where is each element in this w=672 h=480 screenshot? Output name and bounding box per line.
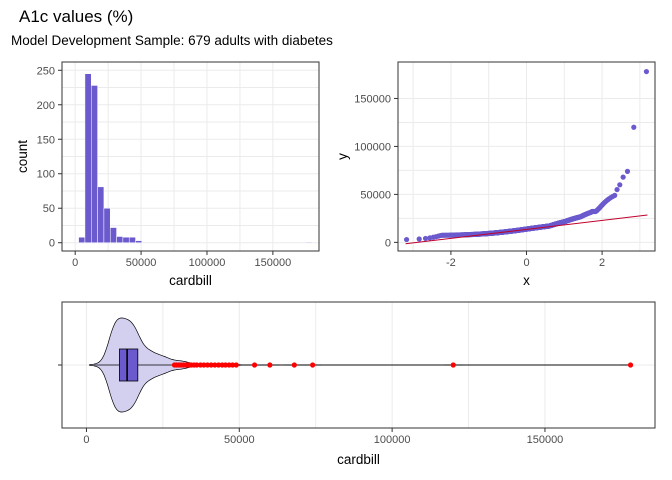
histogram-bar <box>91 85 98 243</box>
boxplot-outlier <box>291 362 297 368</box>
qq-point <box>422 235 429 242</box>
histogram-bar <box>109 227 117 243</box>
qq-x-label: x <box>523 273 530 288</box>
qq-x-tick-label: -2 <box>446 257 456 269</box>
chart-subtitle: Model Development Sample: 679 adults wit… <box>11 33 333 48</box>
boxplot-box <box>119 348 139 382</box>
histogram-y-label: count <box>15 140 30 173</box>
boxplot-outlier <box>208 362 214 368</box>
boxplot-outlier <box>212 362 218 368</box>
boxplot-outlier <box>627 362 634 368</box>
histogram-bar <box>84 73 92 243</box>
boxplot-outlier <box>233 362 239 368</box>
histogram-y-tick-label: 100 <box>37 169 55 181</box>
qq-point <box>612 192 618 198</box>
boxplot-x-ticks: 0 50000 100000 150000 <box>83 428 563 446</box>
qq-point <box>631 124 637 130</box>
boxplot-outlier <box>201 362 207 368</box>
qq-y-tick-label: 50000 <box>360 189 391 201</box>
histogram-bar <box>305 241 313 243</box>
qq-point <box>617 182 623 188</box>
boxplot-outlier <box>194 362 200 368</box>
qq-y-tick-label: 0 <box>385 237 391 249</box>
qq-x-tick-label: 0 <box>523 257 529 269</box>
histogram-x-tick-label: 100000 <box>189 257 226 269</box>
histogram-y-tick-label: 0 <box>49 238 55 250</box>
boxplot-x-tick-label: 100000 <box>374 434 411 446</box>
qq-point <box>614 186 620 193</box>
boxplot-x-tick-label: 50000 <box>224 434 255 446</box>
histogram-panel: 0 50000 100000 150000 0 50 100 150 200 250 cardb… <box>15 61 320 288</box>
qq-y-ticks: 0 50000 100000 150000 <box>354 93 398 249</box>
qq-panel: -2 0 2 0 50000 100000 150000 x y <box>335 61 656 288</box>
qq-point <box>416 236 422 242</box>
histogram-bar <box>135 240 143 243</box>
boxplot-x-label: cardbill <box>337 452 380 467</box>
boxplot-outlier <box>310 362 316 368</box>
boxplot-x-tick-label: 150000 <box>527 434 564 446</box>
boxplot-outlier <box>450 362 456 368</box>
qq-point <box>403 236 410 243</box>
histogram-bar <box>78 236 86 243</box>
histogram-x-ticks: 0 50000 100000 150000 <box>72 251 291 269</box>
histogram-bars <box>78 73 313 243</box>
qq-point <box>620 174 626 180</box>
histogram-x-label: cardbill <box>169 273 212 288</box>
qq-point <box>643 68 650 75</box>
boxplot-outlier <box>251 362 258 368</box>
qq-y-tick-label: 100000 <box>354 141 391 153</box>
qq-point <box>624 168 631 174</box>
boxplot-outlier <box>267 362 273 368</box>
boxplot-outliers <box>171 362 634 368</box>
histogram-y-tick-label: 50 <box>43 203 55 215</box>
histogram-bar <box>116 236 124 243</box>
boxplot-outlier <box>204 362 211 368</box>
histogram-y-ticks: 0 50 100 150 200 250 <box>37 65 62 250</box>
qq-reference-line <box>405 214 648 245</box>
chart-title: A1c values (%) <box>19 7 134 26</box>
boxplot-x-tick-label: 0 <box>83 434 89 446</box>
histogram-bar <box>103 207 111 243</box>
histogram-frame <box>61 61 320 252</box>
boxplot-outlier <box>215 362 222 368</box>
qq-x-tick-label: 2 <box>599 257 605 269</box>
qq-grid <box>398 62 655 251</box>
qq-x-ticks: -2 0 2 <box>446 251 605 269</box>
histogram-y-tick-label: 200 <box>37 100 55 112</box>
histogram-x-tick-label: 50000 <box>126 257 157 269</box>
boxplot-panel: 0 50000 100000 150000 cardbill <box>58 301 656 467</box>
histogram-x-tick-label: 150000 <box>255 257 292 269</box>
qq-y-tick-label: 150000 <box>354 93 391 105</box>
boxplot-outlier <box>229 362 236 368</box>
histogram-x-tick-label: 0 <box>72 257 78 269</box>
histogram-bar <box>122 236 130 243</box>
boxplot-outlier <box>222 362 229 368</box>
qq-y-label: y <box>335 153 350 160</box>
histogram-bar <box>97 186 105 243</box>
histogram-y-tick-label: 250 <box>37 65 55 77</box>
histogram-bar <box>128 236 136 243</box>
histogram-y-tick-label: 150 <box>37 134 55 146</box>
